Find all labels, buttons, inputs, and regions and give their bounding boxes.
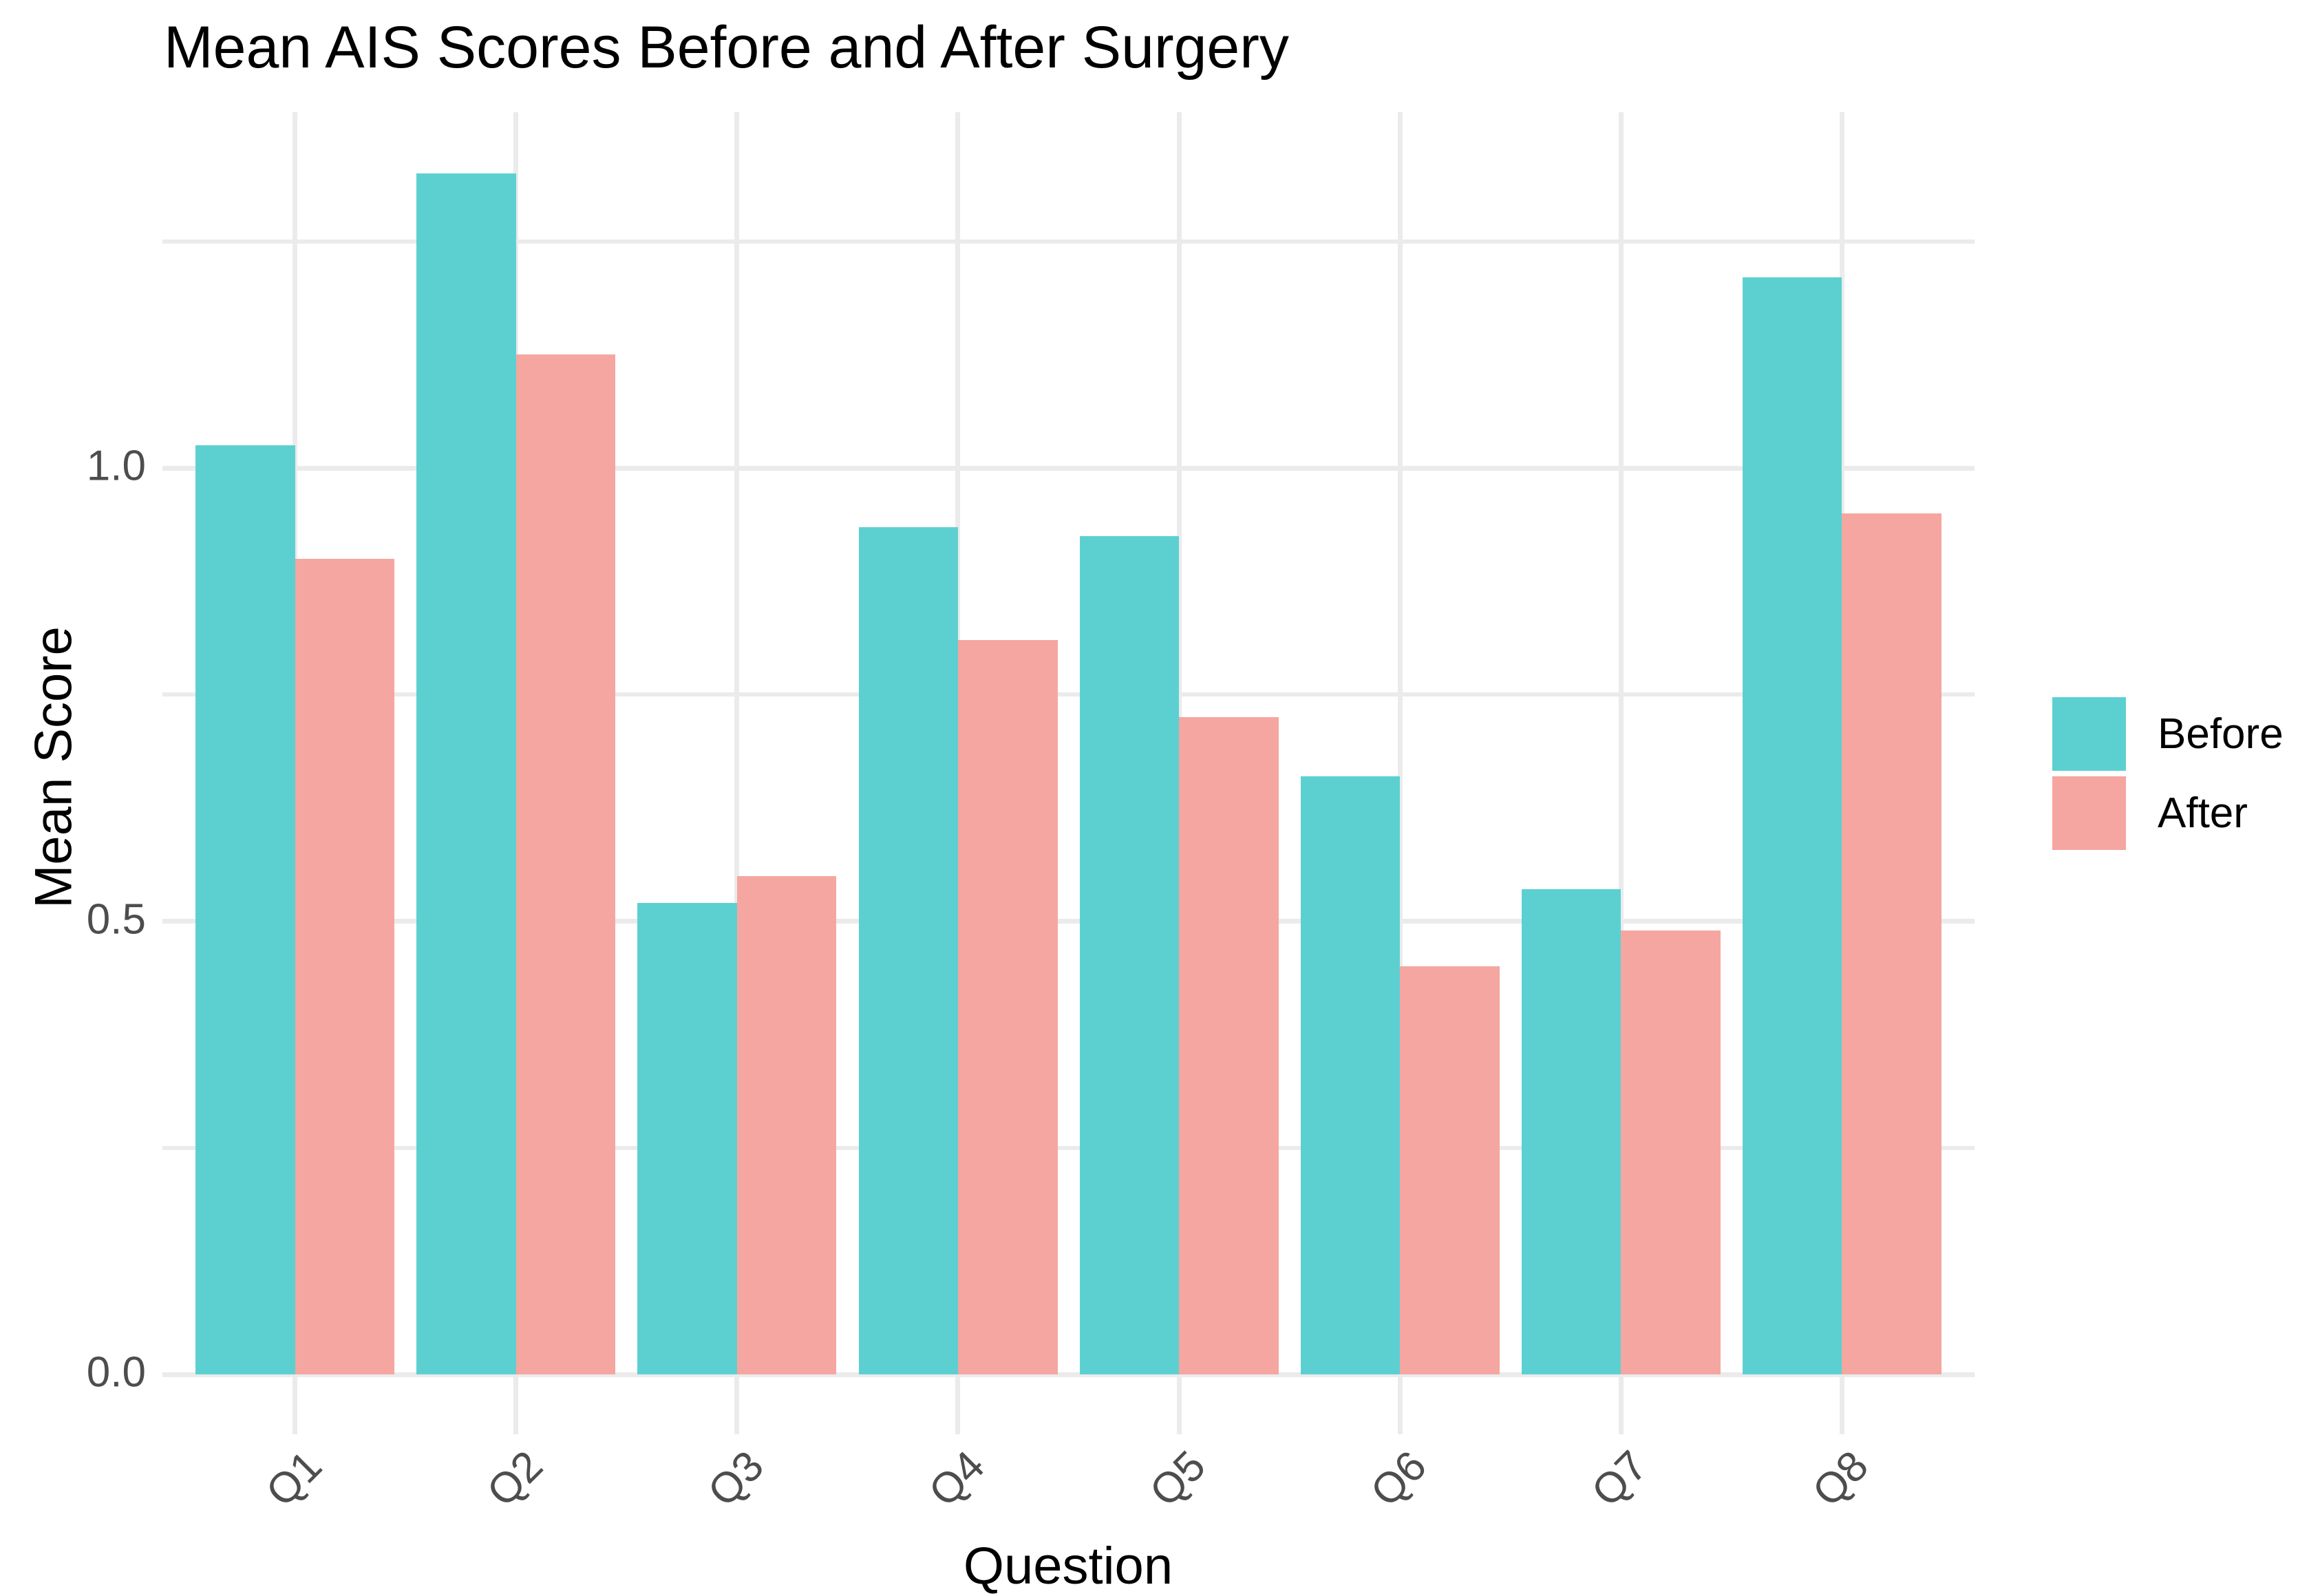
chart-title: Mean AIS Scores Before and After Surgery: [164, 14, 1289, 81]
minor-gridline: [162, 239, 1975, 244]
x-axis-title: Question: [963, 1537, 1173, 1595]
bar-q7-after: [1621, 930, 1721, 1374]
bar-q5-before: [1079, 535, 1180, 1374]
legend: Before After: [2052, 697, 2284, 855]
y-tick-label: 0.0: [86, 1348, 146, 1396]
category-gridline: [734, 112, 740, 1434]
bar-q2-after: [515, 354, 616, 1374]
x-tick-label: Q5: [1140, 1442, 1215, 1516]
minor-gridline: [162, 1145, 1975, 1150]
legend-label: Before: [2158, 710, 2284, 758]
y-tick-label: 0.5: [86, 895, 146, 944]
y-axis-title: Mean Score: [24, 626, 83, 908]
bar-q5-after: [1179, 717, 1279, 1374]
x-tick-label: Q4: [919, 1442, 994, 1516]
legend-item-before: Before: [2052, 697, 2284, 771]
bar-q8-after: [1842, 513, 1941, 1374]
bar-q4-before: [858, 526, 958, 1374]
bar-q3-before: [637, 903, 737, 1374]
bar-q6-before: [1300, 776, 1401, 1374]
major-gridline: [162, 919, 1975, 924]
bar-q1-before: [195, 445, 295, 1374]
major-gridline: [162, 465, 1975, 471]
bar-q6-after: [1400, 966, 1500, 1374]
major-gridline: [162, 1372, 1975, 1377]
legend-swatch-after: [2052, 776, 2126, 850]
bar-q2-before: [416, 173, 516, 1374]
legend-item-after: After: [2052, 776, 2284, 850]
bar-q1-after: [295, 558, 395, 1374]
minor-gridline: [162, 692, 1975, 697]
bar-q3-after: [736, 875, 837, 1375]
bar-q8-before: [1742, 277, 1842, 1374]
legend-swatch-before: [2052, 697, 2126, 771]
x-tick-label: Q6: [1361, 1442, 1436, 1516]
bar-q7-before: [1521, 889, 1621, 1374]
x-tick-label: Q7: [1582, 1442, 1657, 1516]
y-tick-label: 1.0: [86, 442, 146, 490]
category-gridline: [1618, 112, 1624, 1434]
x-tick-label: Q3: [699, 1442, 773, 1516]
x-tick-label: Q1: [257, 1442, 331, 1516]
bar-q4-after: [958, 640, 1058, 1374]
x-tick-label: Q8: [1804, 1442, 1878, 1516]
x-tick-label: Q2: [478, 1442, 552, 1516]
legend-label: After: [2158, 789, 2248, 837]
category-gridline: [1397, 112, 1403, 1434]
